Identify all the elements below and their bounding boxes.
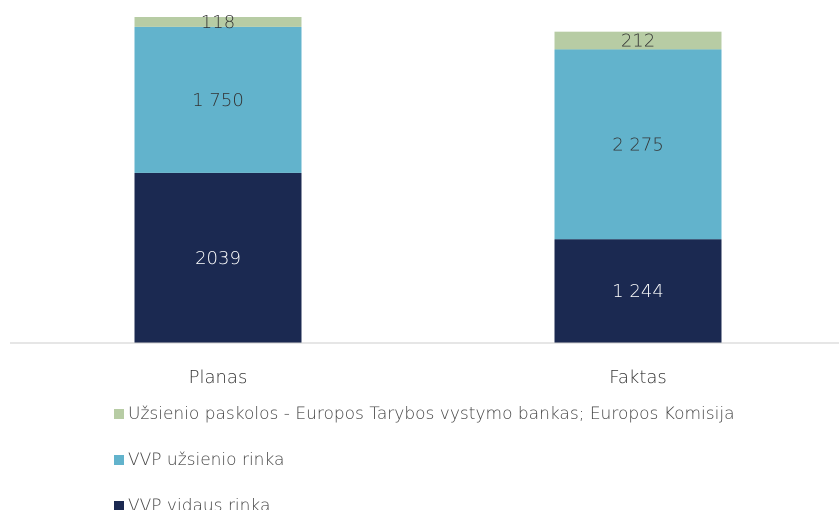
x-tick-label: Planas bbox=[189, 367, 248, 388]
bar-segment bbox=[134, 26, 302, 173]
bar-segment bbox=[554, 239, 722, 343]
data-label: 2039 bbox=[195, 248, 241, 269]
legend-swatch bbox=[114, 409, 124, 419]
legend-label: Užsienio paskolos - Europos Tarybos vyst… bbox=[128, 404, 735, 424]
x-tick-label: Faktas bbox=[609, 367, 667, 388]
legend-swatch bbox=[114, 501, 124, 510]
data-label: 2 275 bbox=[612, 134, 664, 155]
data-label: 118 bbox=[201, 12, 235, 33]
bar-segment bbox=[554, 31, 722, 50]
legend-label: VVP vidaus rinka bbox=[128, 496, 270, 510]
bar-segment bbox=[134, 17, 302, 27]
data-label: 1 750 bbox=[192, 90, 244, 111]
legend-swatch bbox=[114, 455, 124, 465]
data-label: 1 244 bbox=[612, 281, 664, 302]
bar-segment bbox=[134, 172, 302, 343]
legend-label: VVP užsienio rinka bbox=[128, 450, 284, 470]
data-label: 212 bbox=[621, 31, 655, 52]
bar-segment bbox=[554, 49, 722, 240]
